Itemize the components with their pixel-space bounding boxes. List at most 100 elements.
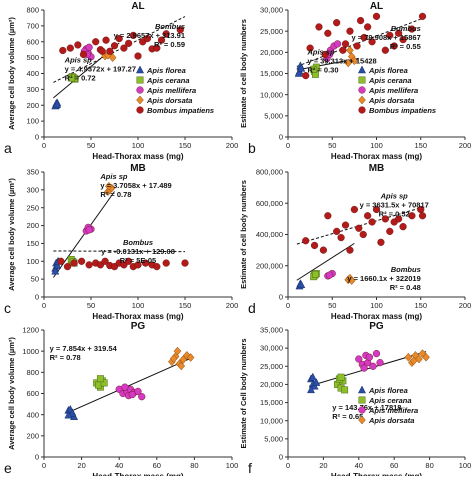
fit-equation: y = 1660.1x + 322019 bbox=[347, 274, 420, 283]
x-tick-label: 50 bbox=[328, 141, 336, 150]
x-tick-label: 100 bbox=[370, 141, 383, 150]
point-bombus-impatiens bbox=[79, 50, 88, 59]
panel-title: PG bbox=[369, 321, 384, 332]
panel-a: 0 50 100 150 200 0 100 200 300 400 500 600 700 800 AL H… bbox=[4, 1, 238, 161]
panel-letter: a bbox=[4, 140, 12, 156]
x-tick-label: 200 bbox=[459, 141, 472, 150]
point-apis-mellifera bbox=[128, 390, 136, 399]
y-tick-label: 200,000 bbox=[256, 261, 283, 270]
point-apis-mellifera bbox=[121, 383, 129, 391]
x-tick-label: 60 bbox=[153, 461, 161, 470]
point-bombus-impatiens bbox=[310, 241, 319, 250]
point-bombus-impatiens bbox=[162, 259, 170, 267]
legend-marker bbox=[135, 65, 145, 74]
x-axis-label: Head-Thorax mass (mg) bbox=[331, 152, 422, 161]
legend-marker bbox=[357, 385, 367, 394]
point-bombus-impatiens bbox=[129, 31, 137, 40]
y-tick-label: 250 bbox=[26, 203, 39, 212]
point-bombus-impatiens bbox=[70, 259, 78, 267]
legend-marker bbox=[358, 95, 366, 105]
point-bombus-impatiens bbox=[181, 259, 189, 267]
point-apis-florea bbox=[312, 378, 321, 386]
fit-name-label: Apis sp bbox=[380, 192, 409, 201]
point-bombus-impatiens bbox=[302, 237, 310, 245]
legend-marker bbox=[358, 86, 366, 94]
point-bombus-impatiens bbox=[153, 44, 161, 52]
point-bombus-impatiens bbox=[98, 47, 106, 55]
fit-r-squared: R² = 0.78 bbox=[50, 353, 81, 362]
legend-marker bbox=[136, 106, 144, 114]
fit-r-squared: R² = 0.52 bbox=[379, 210, 410, 219]
point-apis-mellifera bbox=[138, 393, 146, 401]
point-bombus-impatiens bbox=[418, 12, 427, 20]
x-tick-label: 0 bbox=[42, 141, 46, 150]
y-tick-label: 0 bbox=[279, 133, 283, 142]
point-apis-cerana bbox=[341, 386, 349, 394]
point-bombus-impatiens bbox=[63, 263, 72, 271]
panel-letter: b bbox=[248, 140, 256, 156]
point-bombus-impatiens bbox=[319, 246, 328, 254]
legend-label: Apis cerana bbox=[368, 396, 412, 405]
y-tick-label: 0 bbox=[35, 133, 39, 142]
point-bombus-impatiens bbox=[101, 257, 109, 265]
panel-letter: f bbox=[248, 460, 252, 476]
point-apis-mellifera bbox=[134, 387, 142, 395]
point-apis-cerana bbox=[67, 74, 75, 82]
panel-title: PG bbox=[131, 321, 146, 332]
point-apis-dorsata bbox=[173, 346, 182, 356]
point-bombus-impatiens bbox=[386, 227, 394, 235]
point-bombus-impatiens bbox=[381, 215, 389, 223]
y-axis-label: Average cell body volume (µm³) bbox=[7, 17, 16, 130]
y-tick-label: 50 bbox=[31, 275, 39, 284]
point-bombus-impatiens bbox=[372, 12, 381, 20]
panel-title: AL bbox=[370, 1, 383, 12]
panel-title: MB bbox=[130, 163, 146, 174]
fit-r-squared: R² = 0.72 bbox=[65, 73, 96, 82]
x-tick-label: 0 bbox=[42, 301, 46, 310]
panel-letter: e bbox=[4, 460, 12, 476]
point-bombus-impatiens bbox=[115, 34, 123, 43]
fit-name-label: Bombus bbox=[391, 24, 421, 33]
y-tick-label: 0 bbox=[35, 293, 39, 302]
point-bombus-impatiens bbox=[324, 29, 332, 37]
legend-label: Apis mellifera bbox=[368, 406, 418, 415]
legend-label: Bombus impatiens bbox=[147, 106, 214, 115]
legend-label: Apis cerana bbox=[146, 76, 190, 85]
point-apis-florea bbox=[307, 385, 316, 394]
point-bombus-impatiens bbox=[134, 261, 142, 269]
panel-title: AL bbox=[131, 1, 144, 12]
point-apis-dorsata bbox=[347, 276, 356, 285]
y-tick-label: 200 bbox=[26, 101, 39, 110]
point-apis-dorsata bbox=[404, 352, 413, 362]
point-apis-dorsata bbox=[422, 352, 430, 362]
y-tick-label: 35,000 bbox=[260, 326, 283, 335]
fit-equation: y = 143.76x + 17818 bbox=[332, 403, 401, 412]
fit-equation: y = 4.9372x + 197.27 bbox=[65, 64, 136, 73]
legend-marker bbox=[358, 415, 366, 425]
point-bombus-impatiens bbox=[341, 40, 350, 48]
point-apis-dorsata bbox=[344, 58, 353, 68]
fit-name-label: Bombus bbox=[123, 238, 153, 247]
fit-equation: y = 39.313x + 15428 bbox=[307, 56, 376, 65]
apis-trendline bbox=[296, 242, 355, 281]
bombus-trendline bbox=[53, 16, 186, 83]
x-tick-label: 20 bbox=[77, 461, 85, 470]
point-bombus-impatiens bbox=[57, 257, 65, 265]
y-axis-label: Average cell body volume (µm³) bbox=[7, 337, 16, 450]
point-bombus-impatiens bbox=[92, 38, 100, 46]
x-tick-label: 50 bbox=[87, 141, 95, 150]
x-tick-label: 20 bbox=[319, 461, 327, 470]
x-tick-label: 100 bbox=[132, 301, 145, 310]
y-tick-label: 600 bbox=[26, 37, 39, 46]
x-tick-label: 150 bbox=[179, 141, 192, 150]
point-apis-florea bbox=[53, 99, 62, 108]
fit-equation: y = 2.9657x + 313.91 bbox=[114, 31, 185, 40]
y-tick-label: 300 bbox=[26, 85, 39, 94]
point-apis-cerana bbox=[337, 373, 345, 381]
y-tick-label: 0 bbox=[279, 293, 283, 302]
y-tick-label: 350 bbox=[26, 168, 39, 177]
y-tick-label: 5,000 bbox=[264, 434, 283, 443]
legend-label: Apis cerana bbox=[368, 76, 412, 85]
point-apis-mellifera bbox=[360, 364, 368, 372]
point-bombus-impatiens bbox=[341, 221, 350, 229]
